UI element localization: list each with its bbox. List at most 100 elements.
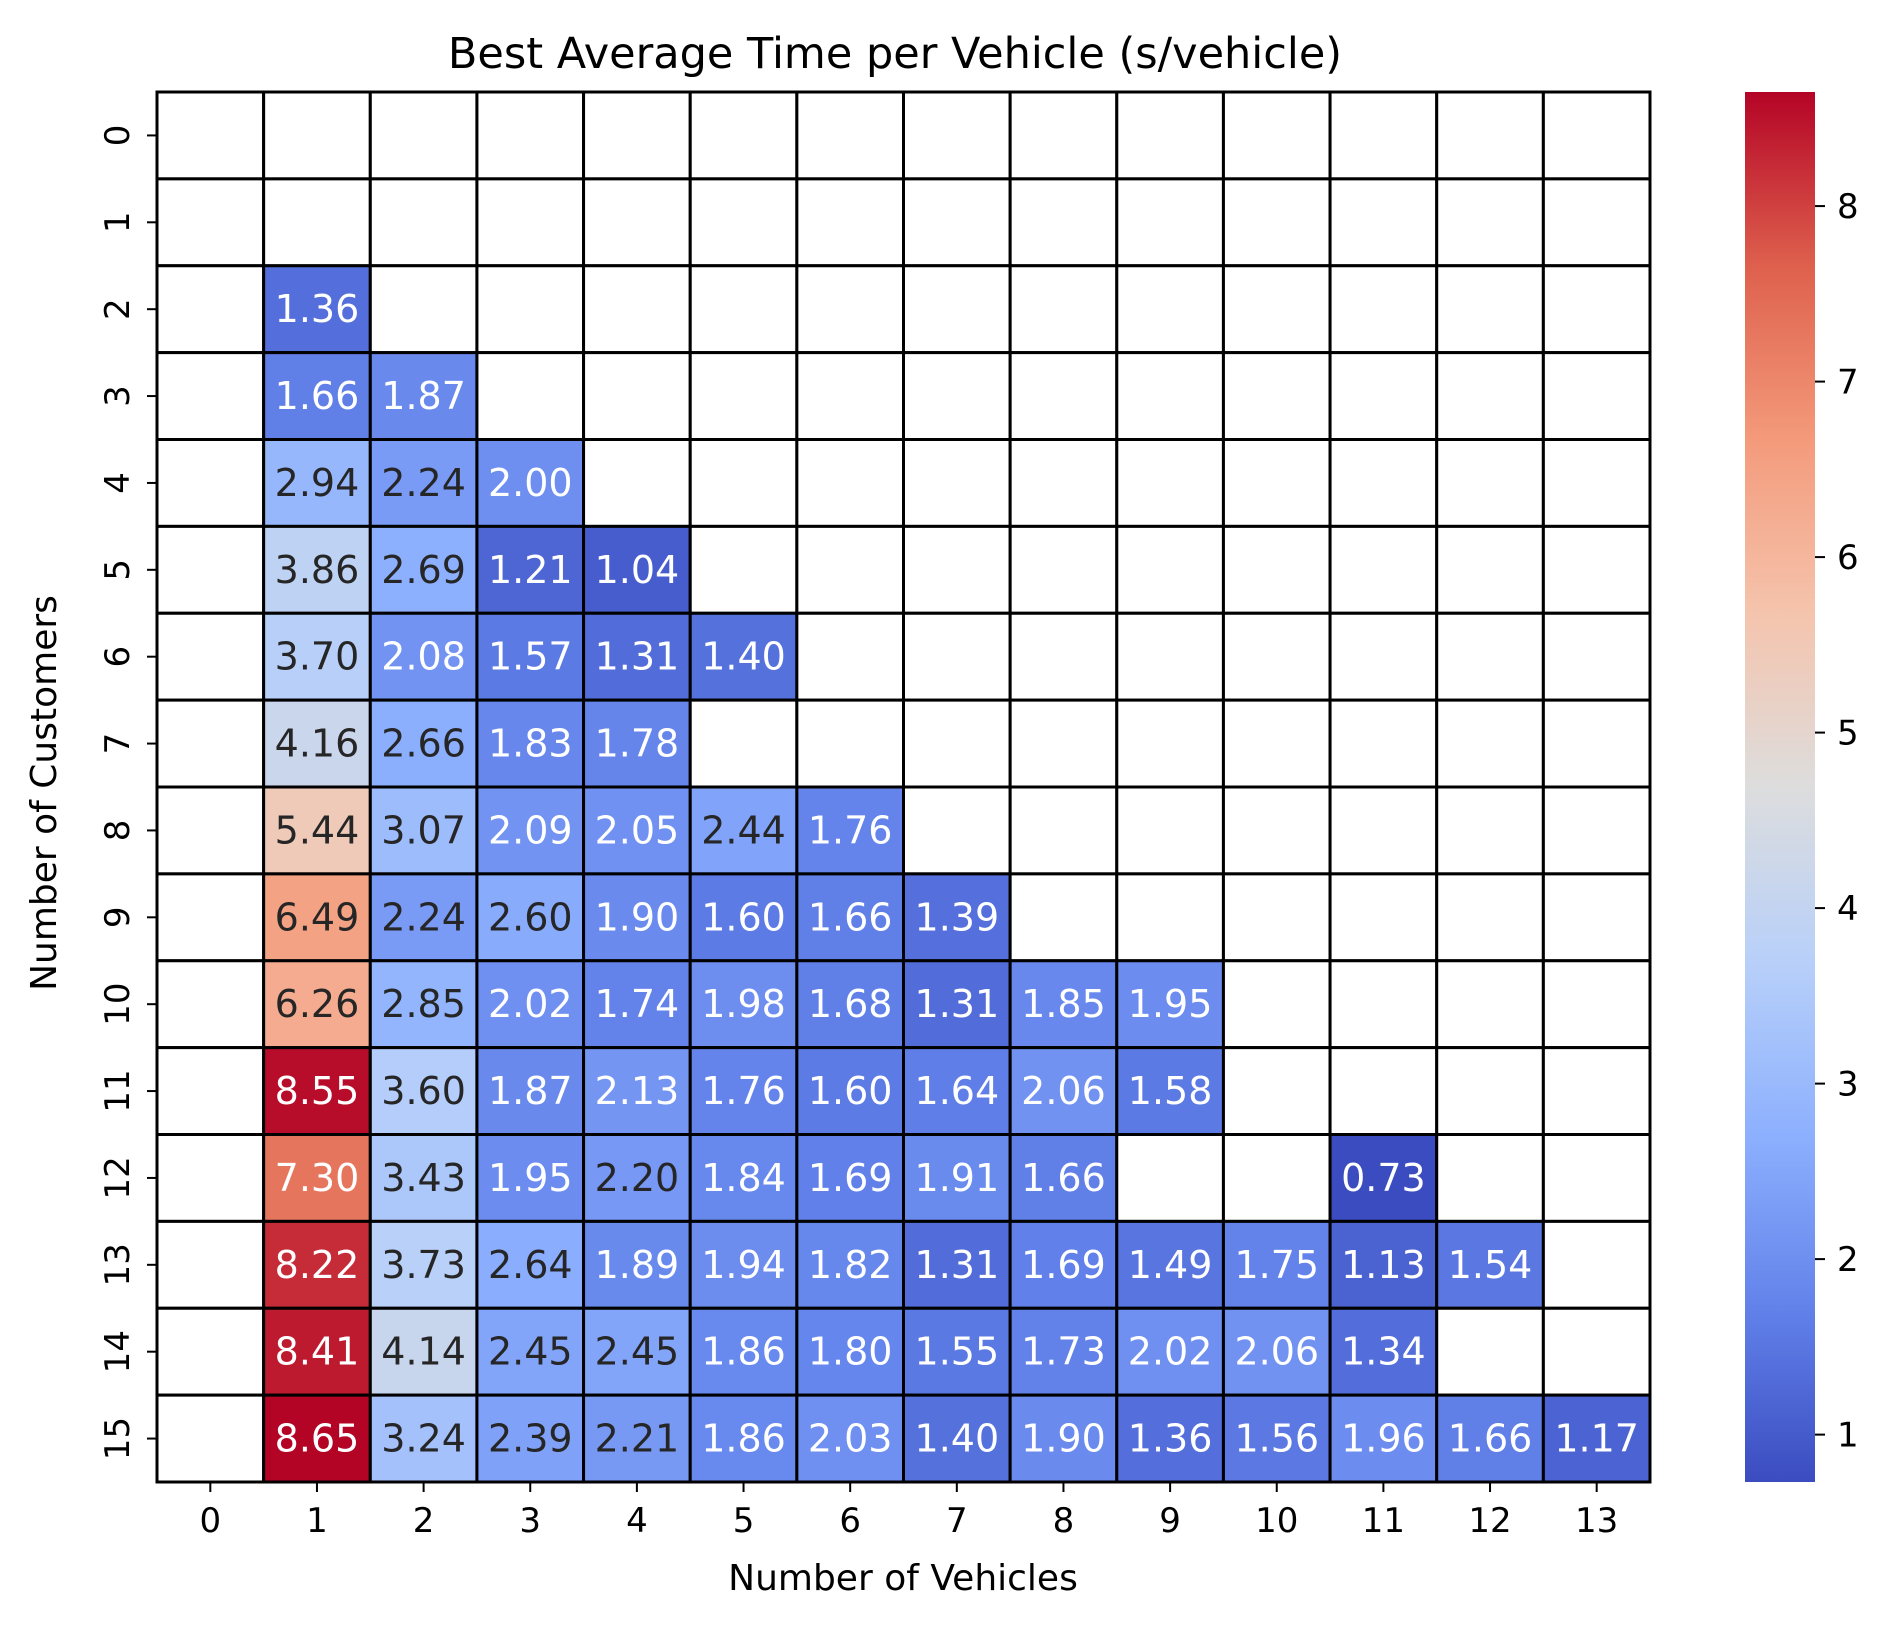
heatmap-cell bbox=[1541, 1306, 1652, 1397]
cell-value-label: 1.90 bbox=[1021, 1417, 1106, 1461]
y-tick-label: 2 bbox=[98, 298, 138, 320]
heatmap-cell bbox=[902, 785, 1012, 876]
heatmap-cell bbox=[582, 611, 692, 702]
heatmap-cell bbox=[1115, 1046, 1225, 1136]
heatmap-cell bbox=[1328, 524, 1439, 615]
heatmap-cell bbox=[582, 1219, 692, 1310]
heatmap-cell bbox=[1115, 1133, 1225, 1223]
heatmap-cell bbox=[688, 524, 799, 615]
cell-value-label: 1.76 bbox=[701, 1069, 786, 1113]
heatmap-cell bbox=[368, 785, 479, 876]
y-tick-label: 14 bbox=[98, 1330, 138, 1373]
x-tick-label: 6 bbox=[839, 1501, 861, 1541]
heatmap-cell bbox=[582, 524, 692, 615]
cell-value-label: 1.87 bbox=[488, 1069, 573, 1113]
cell-value-label: 2.45 bbox=[595, 1330, 680, 1374]
cell-value-label: 6.26 bbox=[275, 982, 360, 1026]
y-tick-label: 12 bbox=[98, 1156, 138, 1199]
heatmap-cell bbox=[902, 611, 1012, 702]
heatmap-cell bbox=[1221, 1393, 1332, 1484]
heatmap-cell bbox=[1541, 698, 1652, 789]
heatmap-cell bbox=[1541, 1219, 1652, 1310]
heatmap-cell bbox=[1221, 438, 1332, 528]
heatmap-cell bbox=[582, 698, 692, 789]
cell-value-label: 8.65 bbox=[275, 1417, 360, 1461]
heatmap-cell bbox=[262, 177, 372, 268]
heatmap-cell bbox=[795, 1219, 905, 1310]
heatmap-cell bbox=[1328, 90, 1439, 181]
heatmap-cell bbox=[155, 90, 266, 181]
y-tick-label: 4 bbox=[98, 472, 138, 494]
heatmap-cell bbox=[475, 264, 586, 355]
heatmap-cell bbox=[1435, 872, 1545, 963]
cell-value-label: 8.22 bbox=[275, 1243, 360, 1287]
chart-title: Best Average Time per Vehicle (s/vehicle… bbox=[448, 29, 1342, 79]
heatmap-cell bbox=[262, 698, 372, 789]
heatmap-cell bbox=[795, 785, 905, 876]
heatmap-cell bbox=[1115, 524, 1225, 615]
cell-value-label: 1.78 bbox=[595, 722, 680, 766]
heatmap-cell bbox=[1328, 872, 1439, 963]
cell-value-label: 1.64 bbox=[915, 1069, 1000, 1113]
heatmap-cell bbox=[368, 698, 479, 789]
colorbar-tick-label: 1 bbox=[1837, 1416, 1859, 1456]
cell-value-label: 7.30 bbox=[275, 1156, 360, 1200]
x-tick-label: 4 bbox=[626, 1501, 648, 1541]
cell-value-label: 1.31 bbox=[595, 635, 680, 679]
heatmap-cell bbox=[1328, 264, 1439, 355]
heatmap-cell bbox=[582, 177, 692, 268]
cell-value-label: 2.69 bbox=[381, 548, 466, 592]
x-axis-ticks: 0 1 2 3 4 5 6 7 8 9 10 11 12 13 bbox=[200, 1482, 1618, 1541]
heatmap-cell bbox=[1435, 177, 1545, 268]
heatmap-cell bbox=[795, 90, 905, 181]
heatmap-cell bbox=[368, 1046, 479, 1136]
heatmap-cell bbox=[155, 611, 266, 702]
heatmap-cell bbox=[795, 1133, 905, 1223]
x-tick-label: 2 bbox=[413, 1501, 435, 1541]
heatmap-cell bbox=[1435, 785, 1545, 876]
heatmap-cell bbox=[475, 177, 586, 268]
cell-value-label: 1.94 bbox=[701, 1243, 786, 1287]
heatmap-cell bbox=[795, 524, 905, 615]
cell-value-label: 1.66 bbox=[1448, 1417, 1533, 1461]
heatmap-cell bbox=[1115, 959, 1225, 1050]
cell-value-label: 3.43 bbox=[381, 1156, 466, 1200]
x-tick-label: 0 bbox=[200, 1501, 222, 1541]
heatmap-cell bbox=[688, 611, 799, 702]
cell-value-label: 4.16 bbox=[275, 722, 360, 766]
colorbar-gradient bbox=[1745, 92, 1815, 1482]
heatmap-cell bbox=[262, 1133, 372, 1223]
x-tick-label: 3 bbox=[519, 1501, 541, 1541]
heatmap-cell bbox=[1008, 351, 1119, 441]
cell-value-label: 1.83 bbox=[488, 722, 573, 766]
cell-value-label: 2.06 bbox=[1021, 1069, 1106, 1113]
heatmap-cell bbox=[1221, 1133, 1332, 1223]
heatmap-cell bbox=[1008, 438, 1119, 528]
heatmap-cell bbox=[902, 438, 1012, 528]
cell-value-label: 1.04 bbox=[595, 548, 680, 592]
cell-value-label: 1.82 bbox=[808, 1243, 893, 1287]
cell-value-label: 1.80 bbox=[808, 1330, 893, 1374]
cell-value-label: 1.84 bbox=[701, 1156, 786, 1200]
x-tick-label: 13 bbox=[1575, 1501, 1618, 1541]
heatmap-cell bbox=[475, 698, 586, 789]
cell-value-label: 2.64 bbox=[488, 1243, 573, 1287]
heatmap-cell bbox=[1115, 785, 1225, 876]
heatmap-cell bbox=[155, 264, 266, 355]
heatmap-cell bbox=[1541, 351, 1652, 441]
heatmap-cell bbox=[1115, 611, 1225, 702]
y-tick-label: 3 bbox=[98, 385, 138, 407]
cell-value-label: 2.39 bbox=[488, 1417, 573, 1461]
heatmap-cell bbox=[1541, 264, 1652, 355]
heatmap-cell bbox=[1435, 264, 1545, 355]
cell-value-label: 2.03 bbox=[808, 1417, 893, 1461]
heatmap-cell bbox=[902, 959, 1012, 1050]
heatmap-cell bbox=[155, 1046, 266, 1136]
heatmap-cell bbox=[688, 90, 799, 181]
cell-value-label: 1.66 bbox=[1021, 1156, 1106, 1200]
heatmap-cell bbox=[1221, 177, 1332, 268]
heatmap-cell bbox=[1221, 264, 1332, 355]
cell-value-label: 1.76 bbox=[808, 808, 893, 852]
cell-value-label: 1.21 bbox=[488, 548, 573, 592]
